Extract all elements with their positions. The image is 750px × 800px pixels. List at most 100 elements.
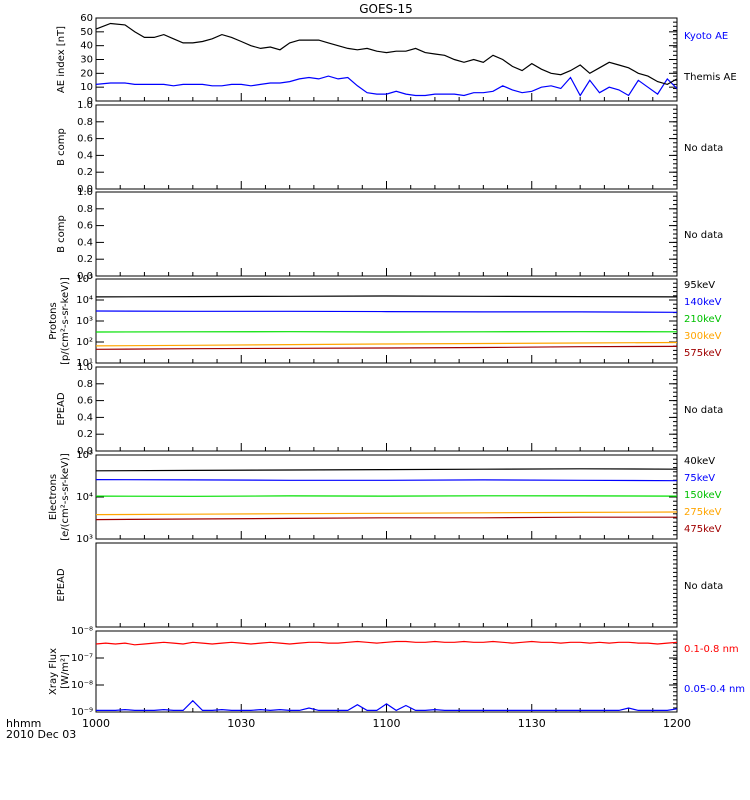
panel-epead2: EPEAD No data [56, 542, 723, 628]
series-line-kyoto-ae [95, 75, 678, 97]
legend-entry: 300keV [684, 331, 722, 342]
no-data-label: No data [684, 230, 723, 241]
legend-entry: 0.05-0.4 nm [684, 684, 745, 695]
series-line-0-1-0-8-nm [95, 640, 678, 646]
y-tick-label: 10⁻⁷ [71, 653, 93, 664]
panel-electrons: 10³ 10⁴ 10⁵ Electrons [e/(cm²-s-sr-keV)] 475k… [48, 450, 722, 545]
legend-entry: Themis AE [683, 72, 737, 83]
y-tick-label: 1.0 [77, 187, 93, 198]
y-tick-label: 0.4 [77, 412, 93, 423]
y-tick-label: 0.2 [77, 254, 93, 265]
y-tick-label: 0.0 [77, 446, 93, 457]
panel-frame [95, 17, 678, 102]
y-axis-unit-label: [p/(cm²-s-sr-keV)] [60, 277, 71, 365]
series-line-themis-ae [95, 22, 678, 86]
y-tick-label: 20 [80, 68, 93, 79]
y-tick-label: 0.6 [77, 396, 93, 407]
x-tick-label: 1200 [663, 717, 691, 730]
series-line-40kev [95, 468, 678, 472]
panel-frame [95, 454, 678, 540]
series-line-575kev [95, 345, 678, 350]
x-tick-label: 1130 [518, 717, 546, 730]
series-line-95kev [95, 295, 678, 298]
y-tick-label: 0.0 [77, 271, 93, 282]
legend-entry: 275keV [684, 507, 722, 518]
y-tick-label: 0.2 [77, 167, 93, 178]
footer-time-label: hhmm [6, 717, 41, 730]
y-axis-unit-label: [e/(cm²-s-sr-keV)] [60, 453, 71, 541]
y-tick-label: 10⁴ [76, 492, 93, 503]
panel-protons: 10¹ 10² 10³ 10⁴ 10⁵ Protons [p/(cm²-s-sr-keV)]… [48, 274, 722, 369]
panel-frame [95, 366, 678, 452]
y-tick-label: 10² [76, 337, 93, 348]
y-tick-label: 0.8 [77, 204, 93, 215]
legend-entry: 210keV [684, 314, 722, 325]
panels-group: 0 10 20 30 40 50 60 AE index [nT] Kyoto AE Themis… [48, 13, 745, 730]
panel-epead1: 0.0 0.2 0.4 0.6 0.8 1.0 EPEAD No data [56, 362, 723, 457]
y-tick-label: 0.0 [77, 184, 93, 195]
y-tick-label: 10 [80, 82, 93, 93]
series-line-475kev [95, 516, 677, 521]
y-tick-label: 10⁻⁹ [71, 707, 93, 718]
y-tick-label: 60 [80, 13, 93, 24]
y-axis-label: B comp [56, 215, 67, 253]
y-axis-label: Electrons [48, 474, 59, 520]
y-axis-label: B comp [56, 128, 67, 166]
no-data-label: No data [684, 405, 723, 416]
y-axis-label: AE index [nT] [56, 26, 67, 93]
footer-date-label: 2010 Dec 03 [6, 728, 76, 741]
y-tick-label: 1.0 [77, 100, 93, 111]
x-tick-label: 1000 [82, 717, 110, 730]
panel-frame [95, 278, 678, 364]
series-line-275kev [95, 511, 678, 516]
y-tick-label: 10⁴ [76, 295, 93, 306]
y-axis-label: EPEAD [56, 392, 67, 426]
y-axis-label: Protons [48, 302, 59, 339]
legend-entry: 475keV [684, 524, 722, 535]
y-tick-label: 0.8 [77, 117, 93, 128]
x-tick-label: 1030 [227, 717, 255, 730]
series-line-300kev [95, 341, 678, 347]
no-data-label: No data [684, 143, 723, 154]
y-tick-label: 10⁵ [76, 274, 93, 285]
x-tick-label: 1100 [373, 717, 401, 730]
y-axis-label: Xray Flux [48, 648, 59, 695]
legend-entry: 140keV [684, 297, 722, 308]
y-tick-label: 0.2 [77, 429, 93, 440]
y-tick-label: 0.4 [77, 150, 93, 161]
panel-ae: 0 10 20 30 40 50 60 AE index [nT] Kyoto AE Themis… [56, 13, 737, 107]
panel-bcomp2: 0.0 0.2 0.4 0.6 0.8 1.0 B comp No data [56, 187, 723, 282]
series-line-0-05-0-4-nm [96, 699, 678, 712]
y-tick-label: 0 [87, 96, 93, 107]
series-line-75kev [95, 479, 678, 482]
y-tick-label: 10³ [76, 316, 93, 327]
legend-entry: 40keV [684, 456, 715, 467]
y-tick-label: 30 [80, 55, 93, 66]
y-tick-label: 10⁻⁸ [71, 626, 93, 637]
y-tick-label: 0.6 [77, 134, 93, 145]
y-tick-label: 10³ [76, 534, 93, 545]
panel-bcomp1: 0.0 0.2 0.4 0.6 0.8 1.0 B comp No data [56, 100, 723, 195]
panel-xray: 10⁻⁹ 10⁻⁸ 10⁻⁷ 10⁻⁸ Xray Flux [W/m²] 0.1-0.8 n… [48, 626, 745, 718]
panel-frame [95, 542, 678, 628]
panel-frame [95, 191, 678, 277]
series-line-150kev [95, 495, 678, 497]
series-line-140kev [95, 310, 678, 313]
legend-entry: 150keV [684, 490, 722, 501]
y-tick-label: 0.6 [77, 221, 93, 232]
y-tick-label: 40 [80, 41, 93, 52]
y-axis-label: EPEAD [56, 568, 67, 602]
y-axis-unit-label: [W/m²] [60, 654, 71, 689]
no-data-label: No data [684, 581, 723, 592]
y-tick-label: 10⁵ [76, 450, 93, 461]
plot-title: GOES-15 [359, 2, 413, 16]
legend-entry: Kyoto AE [684, 31, 728, 42]
panel-frame [95, 104, 678, 190]
y-tick-label: 50 [80, 27, 93, 38]
legend-entry: 0.1-0.8 nm [684, 644, 739, 655]
legend-entry: 575keV [684, 348, 722, 359]
legend-entry: 75keV [684, 473, 715, 484]
y-tick-label: 10¹ [76, 358, 93, 369]
y-tick-label: 0.8 [77, 379, 93, 390]
